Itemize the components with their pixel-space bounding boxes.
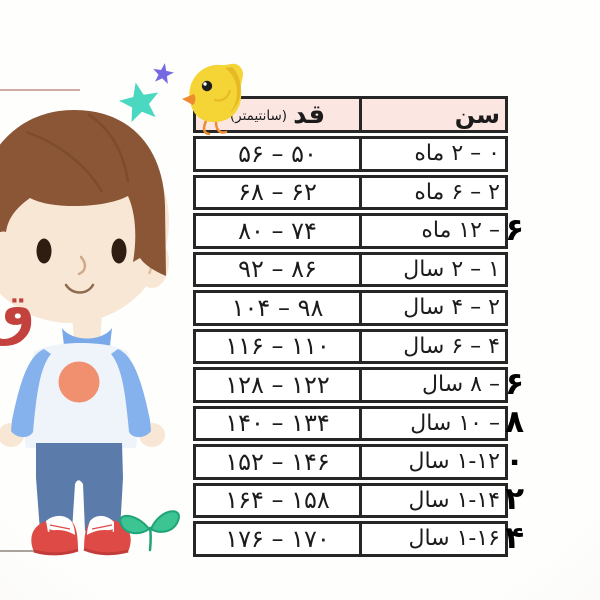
age-text: ۱ – ۲ سال xyxy=(403,256,500,282)
height-cell: ۸۶ – ۹۲ xyxy=(196,255,359,285)
age-text: – ۱۰ سال xyxy=(410,410,500,436)
age-text: ۱-۱۴ سال xyxy=(408,487,500,513)
age-text: ۲ – ۶ ماه xyxy=(414,179,500,205)
height-unit-label: (سانتیمتر) xyxy=(229,108,288,124)
purple-star-icon xyxy=(153,63,174,84)
hair-seam-line xyxy=(25,130,104,193)
age-handwritten-digit: ۶ xyxy=(505,211,524,248)
age-handwritten-digit: ۲ xyxy=(505,481,524,518)
age-text: ۲ – ۴ سال xyxy=(403,295,500,321)
table-row: ۱-۱۲ سال ۰ ۱۴۶ – ۱۵۲ xyxy=(193,444,524,480)
boy-hair xyxy=(0,110,166,276)
shirt-circle xyxy=(58,361,100,403)
age-handwritten-digit: ۰ xyxy=(505,442,524,479)
boy-mouth xyxy=(64,283,95,294)
table-row: – ۱۲ ماه ۶ ۷۴ – ۸۰ xyxy=(193,213,524,249)
age-cell: – ۸ سال ۶ xyxy=(359,368,524,400)
height-cell: ۹۸ – ۱۰۴ xyxy=(196,293,359,323)
age-text: ۴ – ۶ سال xyxy=(403,333,500,359)
age-text: – ۸ سال xyxy=(422,372,500,398)
sprout-icon xyxy=(119,510,180,552)
age-cell: – ۱۰ سال ۸ xyxy=(359,407,524,438)
boy-illustration xyxy=(0,63,244,556)
height-text: ۸۶ – ۹۲ xyxy=(238,255,317,284)
height-cell: ۱۳۴ – ۱۴۰ xyxy=(196,409,359,439)
age-cell: ۲ – ۴ سال xyxy=(359,293,505,323)
boy-right-eye xyxy=(111,238,127,264)
height-text: ۱۷۰ – ۱۷۶ xyxy=(225,524,330,553)
table-row: ۱ – ۲ سال ۸۶ – ۹۲ xyxy=(193,251,508,287)
height-column-label: قد xyxy=(293,99,326,130)
height-text: ۱۵۸ – ۱۶۴ xyxy=(225,486,330,515)
boy-neck xyxy=(72,314,102,342)
height-text: ۹۸ – ۱۰۴ xyxy=(231,293,324,322)
height-cell: ۵۰ – ۵۶ xyxy=(196,139,359,169)
age-cell: ۱-۱۶ سال ۴ xyxy=(359,522,524,554)
height-text: ۱۱۰ – ۱۱۶ xyxy=(225,332,330,361)
age-text: ۱-۱۲ سال xyxy=(408,449,500,475)
age-text: ۰ – ۲ ماه xyxy=(414,141,500,167)
table-row: ۲ – ۶ ماه ۶۲ – ۶۸ xyxy=(193,174,508,210)
height-text: ۷۴ – ۸۰ xyxy=(238,216,317,245)
boy-figure xyxy=(0,110,169,556)
table-row: – ۸ سال ۶ ۱۲۲ – ۱۲۸ xyxy=(193,367,524,403)
height-cell: ۱۲۲ – ۱۲۸ xyxy=(196,370,359,400)
age-cell: ۱-۱۴ سال ۲ xyxy=(359,484,524,515)
red-letter-overlay: ق xyxy=(0,283,36,348)
height-cell: ۷۴ – ۸۰ xyxy=(196,216,359,246)
boy-left-eye xyxy=(36,238,52,264)
age-column-label: سن xyxy=(454,100,500,129)
boy-jeans xyxy=(36,443,123,531)
right-sleeve xyxy=(111,349,151,438)
age-cell: ۲ – ۶ ماه xyxy=(359,177,505,207)
age-cell: ۴ – ۶ سال xyxy=(359,331,505,361)
table-header-row: سن قد (سانتیمتر) xyxy=(193,96,508,133)
age-text: ۱-۱۶ سال xyxy=(408,526,500,552)
left-shoe xyxy=(31,515,79,556)
teal-star-icon xyxy=(119,82,159,123)
height-text: ۱۴۶ – ۱۵۲ xyxy=(225,447,330,476)
height-cell: ۱۴۶ – ۱۵۲ xyxy=(196,447,359,477)
hair-seam-line xyxy=(87,112,130,183)
height-age-table: سن قد (سانتیمتر) ۰ – ۲ ماه ۵۰ – ۵۶ ۲ – ۶… xyxy=(193,96,524,557)
age-text: – ۱۲ ماه xyxy=(421,218,500,244)
age-cell: ۱-۱۲ سال ۰ xyxy=(359,445,524,477)
height-text: ۱۳۴ – ۱۴۰ xyxy=(225,409,330,438)
age-cell: – ۱۲ ماه ۶ xyxy=(359,214,524,246)
height-text: ۶۲ – ۶۸ xyxy=(238,178,317,207)
age-handwritten-digit: ۸ xyxy=(505,404,524,441)
height-cell: ۱۱۰ – ۱۱۶ xyxy=(196,332,359,362)
age-cell: ۰ – ۲ ماه xyxy=(359,139,505,169)
age-handwritten-digit: ۴ xyxy=(505,519,524,556)
table-row: – ۱۰ سال ۸ ۱۳۴ – ۱۴۰ xyxy=(193,405,524,441)
height-text: ۱۲۲ – ۱۲۸ xyxy=(225,370,330,399)
table-row: ۱-۱۴ سال ۲ ۱۵۸ – ۱۶۴ xyxy=(193,482,524,518)
age-handwritten-digit: ۶ xyxy=(505,365,524,402)
table-row: ۲ – ۴ سال ۹۸ – ۱۰۴ xyxy=(193,290,508,326)
age-header-cell: سن xyxy=(359,99,505,130)
left-sleeve xyxy=(11,349,51,438)
height-cell: ۱۷۰ – ۱۷۶ xyxy=(196,524,359,554)
table-row: ۰ – ۲ ماه ۵۰ – ۵۶ xyxy=(193,136,508,172)
table-row: ۱-۱۶ سال ۴ ۱۷۰ – ۱۷۶ xyxy=(193,521,524,557)
height-cell: ۱۵۸ – ۱۶۴ xyxy=(196,486,359,516)
table-row: ۴ – ۶ سال ۱۱۰ – ۱۱۶ xyxy=(193,328,508,364)
height-header-cell: قد (سانتیمتر) xyxy=(196,99,359,130)
right-shoe xyxy=(83,515,131,556)
chick-icon xyxy=(182,63,244,136)
height-text: ۵۰ – ۵۶ xyxy=(238,139,317,168)
boy-nose xyxy=(77,255,87,276)
age-cell: ۱ – ۲ سال xyxy=(359,254,505,284)
height-cell: ۶۲ – ۶۸ xyxy=(196,178,359,208)
